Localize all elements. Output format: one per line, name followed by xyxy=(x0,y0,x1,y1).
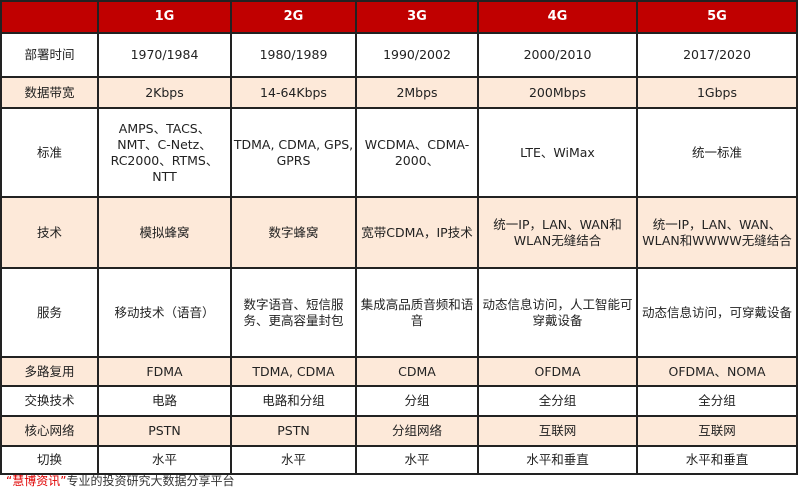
table-cell: TDMA, CDMA xyxy=(230,356,357,387)
table-cell: PSTN xyxy=(97,415,232,447)
table-cell: 1970/1984 xyxy=(97,32,232,78)
table-cell: 分组 xyxy=(355,385,479,417)
table-row: 技术 模拟蜂窝 数字蜂窝 宽带CDMA，IP技术 统一IP，LAN、WAN和WLAN无缝… xyxy=(0,196,798,269)
row-label: 数据带宽 xyxy=(0,76,99,109)
row-label: 核心网络 xyxy=(0,415,99,447)
table-row: 部署时间 1970/1984 1980/1989 1990/2002 2000/2010… xyxy=(0,32,798,78)
table-cell: 全分组 xyxy=(477,385,638,417)
table-cell: 统一标准 xyxy=(636,107,798,198)
row-label: 多路复用 xyxy=(0,356,99,387)
row-label: 部署时间 xyxy=(0,32,99,78)
table-cell: 互联网 xyxy=(477,415,638,447)
header-5g: 5G xyxy=(636,0,798,34)
table-cell: 宽带CDMA，IP技术 xyxy=(355,196,479,269)
table-cell: 统一IP，LAN、WAN、WLAN和WWWW无缝结合 xyxy=(636,196,798,269)
table-cell: OFDMA、NOMA xyxy=(636,356,798,387)
table-cell: 14-64Kbps xyxy=(230,76,357,109)
header-3g: 3G xyxy=(355,0,479,34)
table-cell: 1990/2002 xyxy=(355,32,479,78)
table-row: 切换 水平 水平 水平 水平和垂直 水平和垂直 xyxy=(0,445,798,475)
table-cell: AMPS、TACS、NMT、C-Netz、RC2000、RTMS、NTT xyxy=(97,107,232,198)
table-cell: 模拟蜂窝 xyxy=(97,196,232,269)
table-row: 服务 移动技术（语音） 数字语音、短信服务、更高容量封包 集成高品质音频和语音 动态信息… xyxy=(0,267,798,358)
table-cell: 2017/2020 xyxy=(636,32,798,78)
table-cell: 移动技术（语音） xyxy=(97,267,232,358)
table-row: 数据带宽 2Kbps 14-64Kbps 2Mbps 200Mbps 1Gbps xyxy=(0,76,798,109)
table-cell: TDMA, CDMA, GPS, GPRS xyxy=(230,107,357,198)
table-row: 多路复用 FDMA TDMA, CDMA CDMA OFDMA OFDMA、NOMA xyxy=(0,356,798,387)
table-cell: LTE、WiMax xyxy=(477,107,638,198)
table-cell: 水平 xyxy=(230,445,357,475)
table-row: 交换技术 电路 电路和分组 分组 全分组 全分组 xyxy=(0,385,798,417)
table-cell: 数字蜂窝 xyxy=(230,196,357,269)
header-row: 1G 2G 3G 4G 5G xyxy=(0,0,798,34)
table-cell: 电路和分组 xyxy=(230,385,357,417)
table-cell: WCDMA、CDMA-2000、 xyxy=(355,107,479,198)
table-row: 核心网络 PSTN PSTN 分组网络 互联网 互联网 xyxy=(0,415,798,447)
table-cell: 2Kbps xyxy=(97,76,232,109)
table-cell: 互联网 xyxy=(636,415,798,447)
table-cell: FDMA xyxy=(97,356,232,387)
table-cell: 水平和垂直 xyxy=(636,445,798,475)
table-cell: 全分组 xyxy=(636,385,798,417)
row-label: 交换技术 xyxy=(0,385,99,417)
table-cell: 水平 xyxy=(355,445,479,475)
table-cell: 2000/2010 xyxy=(477,32,638,78)
header-corner xyxy=(0,0,99,34)
table-cell: 200Mbps xyxy=(477,76,638,109)
row-label: 技术 xyxy=(0,196,99,269)
table-cell: 水平 xyxy=(97,445,232,475)
table-cell: 统一IP，LAN、WAN和WLAN无缝结合 xyxy=(477,196,638,269)
table-cell: 1980/1989 xyxy=(230,32,357,78)
table-cell: PSTN xyxy=(230,415,357,447)
table-cell: 集成高品质音频和语音 xyxy=(355,267,479,358)
table-cell: 分组网络 xyxy=(355,415,479,447)
table-cell: 电路 xyxy=(97,385,232,417)
header-1g: 1G xyxy=(97,0,232,34)
row-label: 切换 xyxy=(0,445,99,475)
table-cell: 水平和垂直 xyxy=(477,445,638,475)
row-label: 标准 xyxy=(0,107,99,198)
footer-note: “慧博资讯”专业的投资研究大数据分享平台 xyxy=(6,474,234,488)
generation-comparison-table: 1G 2G 3G 4G 5G 部署时间 1970/1984 1980/1989 1990/20… xyxy=(0,0,798,475)
table-cell: OFDMA xyxy=(477,356,638,387)
footer-brand: “慧博资讯” xyxy=(6,474,67,488)
table-cell: CDMA xyxy=(355,356,479,387)
header-2g: 2G xyxy=(230,0,357,34)
table-cell: 1Gbps xyxy=(636,76,798,109)
table-cell: 2Mbps xyxy=(355,76,479,109)
table-row: 标准 AMPS、TACS、NMT、C-Netz、RC2000、RTMS、NTT TD… xyxy=(0,107,798,198)
table-cell: 数字语音、短信服务、更高容量封包 xyxy=(230,267,357,358)
table-cell: 动态信息访问，可穿戴设备 xyxy=(636,267,798,358)
table-cell: 动态信息访问，人工智能可穿戴设备 xyxy=(477,267,638,358)
row-label: 服务 xyxy=(0,267,99,358)
footer-text: 专业的投资研究大数据分享平台 xyxy=(66,474,235,488)
header-4g: 4G xyxy=(477,0,638,34)
